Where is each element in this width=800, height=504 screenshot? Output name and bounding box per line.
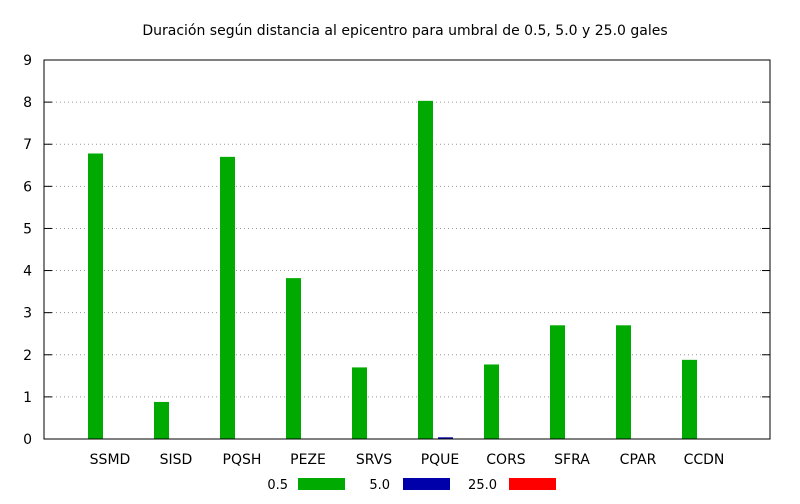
bar-0.5: [550, 325, 565, 439]
legend-label: 5.0: [369, 478, 390, 493]
plot-frame: [43, 59, 771, 440]
x-tick-label: CPAR: [620, 452, 657, 468]
x-tick-label: PQSH: [223, 452, 262, 468]
legend-swatch: [403, 478, 450, 490]
x-tick-label: CORS: [486, 452, 526, 468]
bar-0.5: [220, 156, 235, 439]
chart-title: Duración según distancia al epicentro pa…: [142, 23, 667, 39]
y-tick-label: 7: [23, 137, 32, 153]
y-tick-label: 4: [23, 264, 32, 280]
grid-lines: [44, 101, 770, 398]
y-axis-ticks: 0 1 2 3 4 5 6 7 8 9: [23, 53, 770, 448]
x-tick-label: CCDN: [684, 452, 725, 468]
y-tick-label: 0: [23, 432, 32, 448]
bar-0.5: [616, 325, 631, 439]
x-tick-label: SFRA: [554, 452, 590, 468]
bar-5.0: [438, 437, 453, 439]
y-tick-label: 9: [23, 53, 32, 69]
y-tick-label: 6: [23, 179, 32, 195]
x-tick-label: PQUE: [421, 452, 460, 468]
legend-swatch: [509, 478, 556, 490]
bar-0.5: [352, 367, 367, 439]
bar-0.5: [286, 278, 301, 439]
x-tick-label: SISD: [160, 452, 193, 468]
bar-0.5: [484, 364, 499, 439]
bar-0.5: [88, 153, 103, 439]
bars: [88, 100, 697, 439]
x-axis-ticks: SSMD SISD PQSH PEZE SRVS PQUE CORS SFRA CPAR CCDN: [90, 452, 725, 468]
y-tick-label: 1: [23, 390, 32, 406]
y-tick-label: 5: [23, 221, 32, 237]
legend: 0.5 5.0 25.0: [267, 478, 556, 493]
bar-0.5: [154, 401, 169, 439]
y-tick-label: 2: [23, 348, 32, 364]
x-tick-label: SSMD: [90, 452, 131, 468]
bar-0.5: [418, 100, 433, 439]
legend-swatch: [298, 478, 345, 490]
x-tick-label: SRVS: [356, 452, 392, 468]
bar-0.5: [682, 359, 697, 439]
y-tick-label: 8: [23, 95, 32, 111]
y-tick-label: 3: [23, 306, 32, 322]
legend-label: 25.0: [468, 478, 497, 493]
x-tick-label: PEZE: [290, 452, 326, 468]
legend-label: 0.5: [267, 478, 288, 493]
